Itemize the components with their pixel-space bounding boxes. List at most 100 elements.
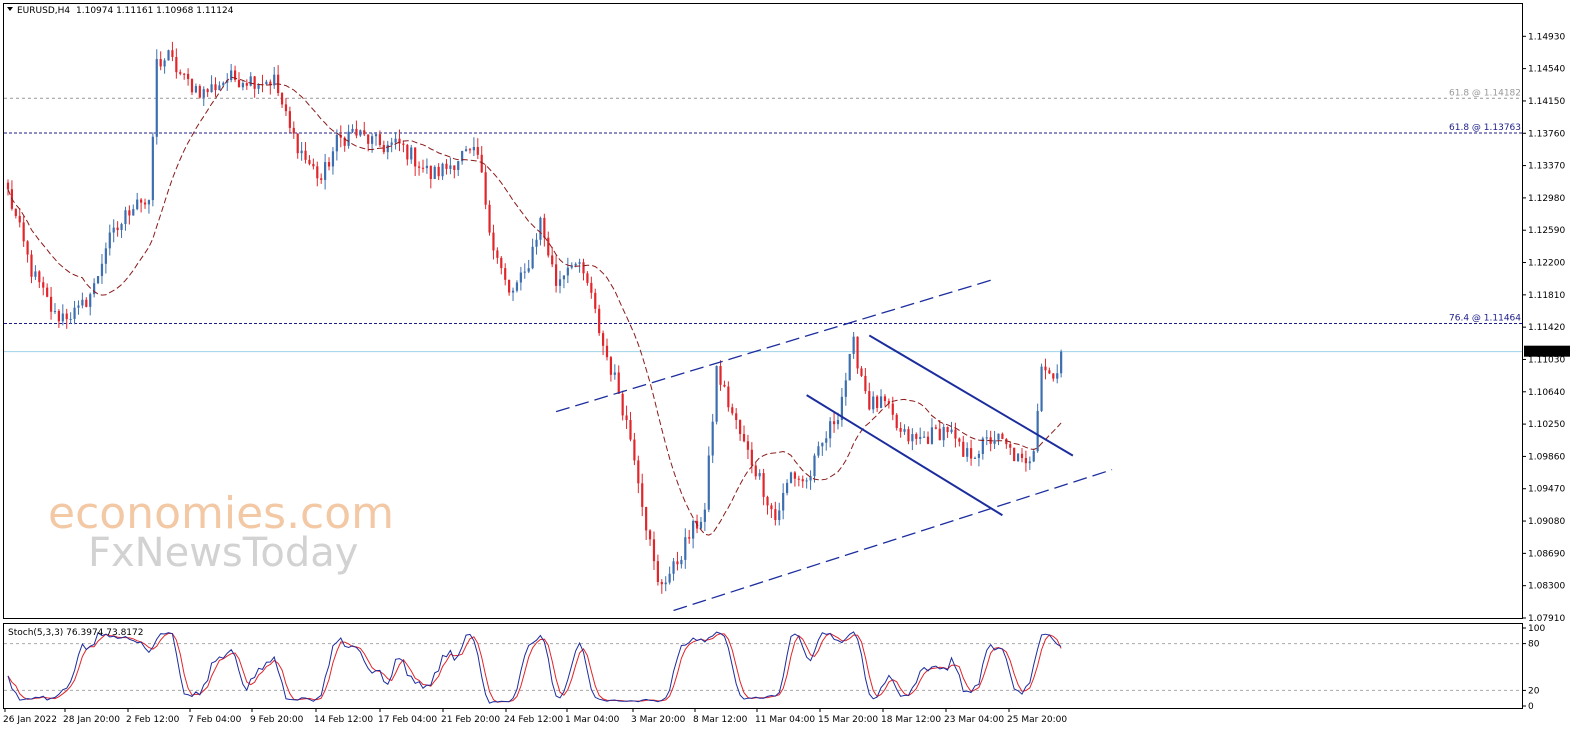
time-tick-label: 2 Feb 12:00	[126, 715, 180, 725]
candle-body	[1024, 457, 1027, 464]
candle-body	[1013, 447, 1016, 462]
candle-body	[104, 248, 107, 264]
candle-body	[464, 149, 468, 152]
price-axis: 1.14930 1.14540 1.14150 1.13760 1.13370 1.129…	[1522, 32, 1565, 624]
candle-body	[335, 134, 338, 152]
candle-body	[535, 239, 538, 247]
fib-label-61-8: 61.8 @ 1.13763	[1449, 123, 1521, 133]
candle-body	[915, 434, 918, 439]
candle-body	[390, 142, 393, 145]
candle-body	[954, 429, 957, 439]
candle-body	[785, 482, 789, 493]
candle-body	[664, 582, 667, 585]
candle-body	[652, 539, 656, 562]
candle-body	[143, 202, 147, 205]
candle-body	[249, 76, 252, 86]
candle-body	[531, 246, 534, 269]
candle-body	[1060, 351, 1063, 374]
candle-body	[601, 333, 605, 346]
candle-body	[578, 262, 581, 264]
candle-body	[202, 89, 205, 98]
price-tick-label: 1.14930	[1528, 32, 1565, 42]
candle-body	[629, 420, 632, 440]
candle-body	[480, 154, 483, 173]
candle-body	[809, 476, 812, 481]
candle-body	[523, 271, 526, 273]
candle-body	[233, 70, 237, 80]
candle-body	[421, 167, 425, 169]
collapse-triangle-icon[interactable]	[7, 7, 13, 11]
price-tick-label: 1.10250	[1528, 420, 1565, 430]
candle-body	[883, 396, 887, 402]
time-tick-label: 25 Mar 20:00	[1007, 715, 1067, 725]
candle-body	[18, 215, 21, 223]
candle-body	[543, 217, 546, 238]
candle-body	[425, 165, 429, 169]
candle-body	[61, 313, 64, 322]
candle-body	[496, 250, 499, 258]
stoch-tick-label: 100	[1528, 624, 1545, 634]
candle-body	[515, 282, 519, 291]
candle-body	[750, 449, 753, 466]
candle-body	[688, 537, 691, 539]
candle-body	[958, 438, 961, 442]
candle-body	[876, 396, 879, 408]
candle-body	[789, 472, 793, 483]
candle-body	[163, 60, 166, 67]
candle-body	[1020, 453, 1024, 458]
candle-body	[453, 165, 456, 170]
candle-body	[899, 428, 902, 432]
candle-body	[500, 257, 503, 269]
candle-body	[370, 136, 374, 144]
price-tick-label: 1.12980	[1528, 194, 1565, 204]
moving-average-line	[7, 76, 1062, 536]
candle-body	[186, 73, 190, 80]
candle-body	[441, 163, 444, 177]
candle-body	[699, 521, 703, 529]
candle-body	[38, 271, 41, 283]
candle-body	[194, 86, 198, 93]
candle-body	[53, 311, 57, 313]
candle-body	[586, 273, 589, 283]
candle-body	[116, 227, 119, 231]
candle-body	[895, 414, 898, 429]
candle-body	[226, 80, 229, 83]
price-tick-label: 1.13370	[1528, 162, 1565, 172]
candles-group	[6, 41, 1063, 594]
candle-body	[648, 530, 652, 540]
candle-body	[973, 457, 977, 459]
candle-body	[715, 366, 718, 422]
candle-body	[805, 480, 808, 482]
candle-body	[457, 161, 460, 170]
candle-body	[508, 279, 511, 293]
candle-body	[547, 237, 550, 256]
candle-body	[1040, 366, 1043, 411]
candle-body	[926, 436, 930, 444]
candle-body	[598, 308, 601, 334]
time-tick-label: 8 Mar 12:00	[693, 715, 748, 725]
time-tick-label: 7 Feb 04:00	[188, 715, 242, 725]
candle-body	[504, 268, 507, 280]
candle-body	[633, 439, 636, 461]
candle-body	[288, 111, 291, 128]
candle-body	[844, 380, 847, 397]
candle-body	[797, 478, 800, 480]
price-tick-label: 1.11420	[1528, 323, 1565, 333]
candle-body	[570, 265, 573, 268]
candle-body	[966, 448, 969, 457]
main-panel-frame	[3, 3, 1523, 619]
candle-body	[218, 85, 221, 91]
candle-body	[727, 386, 730, 408]
candle-body	[856, 336, 859, 369]
candle-body	[985, 437, 988, 439]
candle-body	[343, 137, 346, 146]
candle-body	[574, 263, 577, 266]
candle-body	[660, 581, 663, 585]
candle-body	[42, 282, 45, 288]
candle-body	[347, 131, 350, 146]
candle-body	[739, 419, 742, 434]
candle-body	[136, 199, 139, 210]
candle-body	[120, 224, 123, 231]
candle-body	[222, 82, 225, 86]
